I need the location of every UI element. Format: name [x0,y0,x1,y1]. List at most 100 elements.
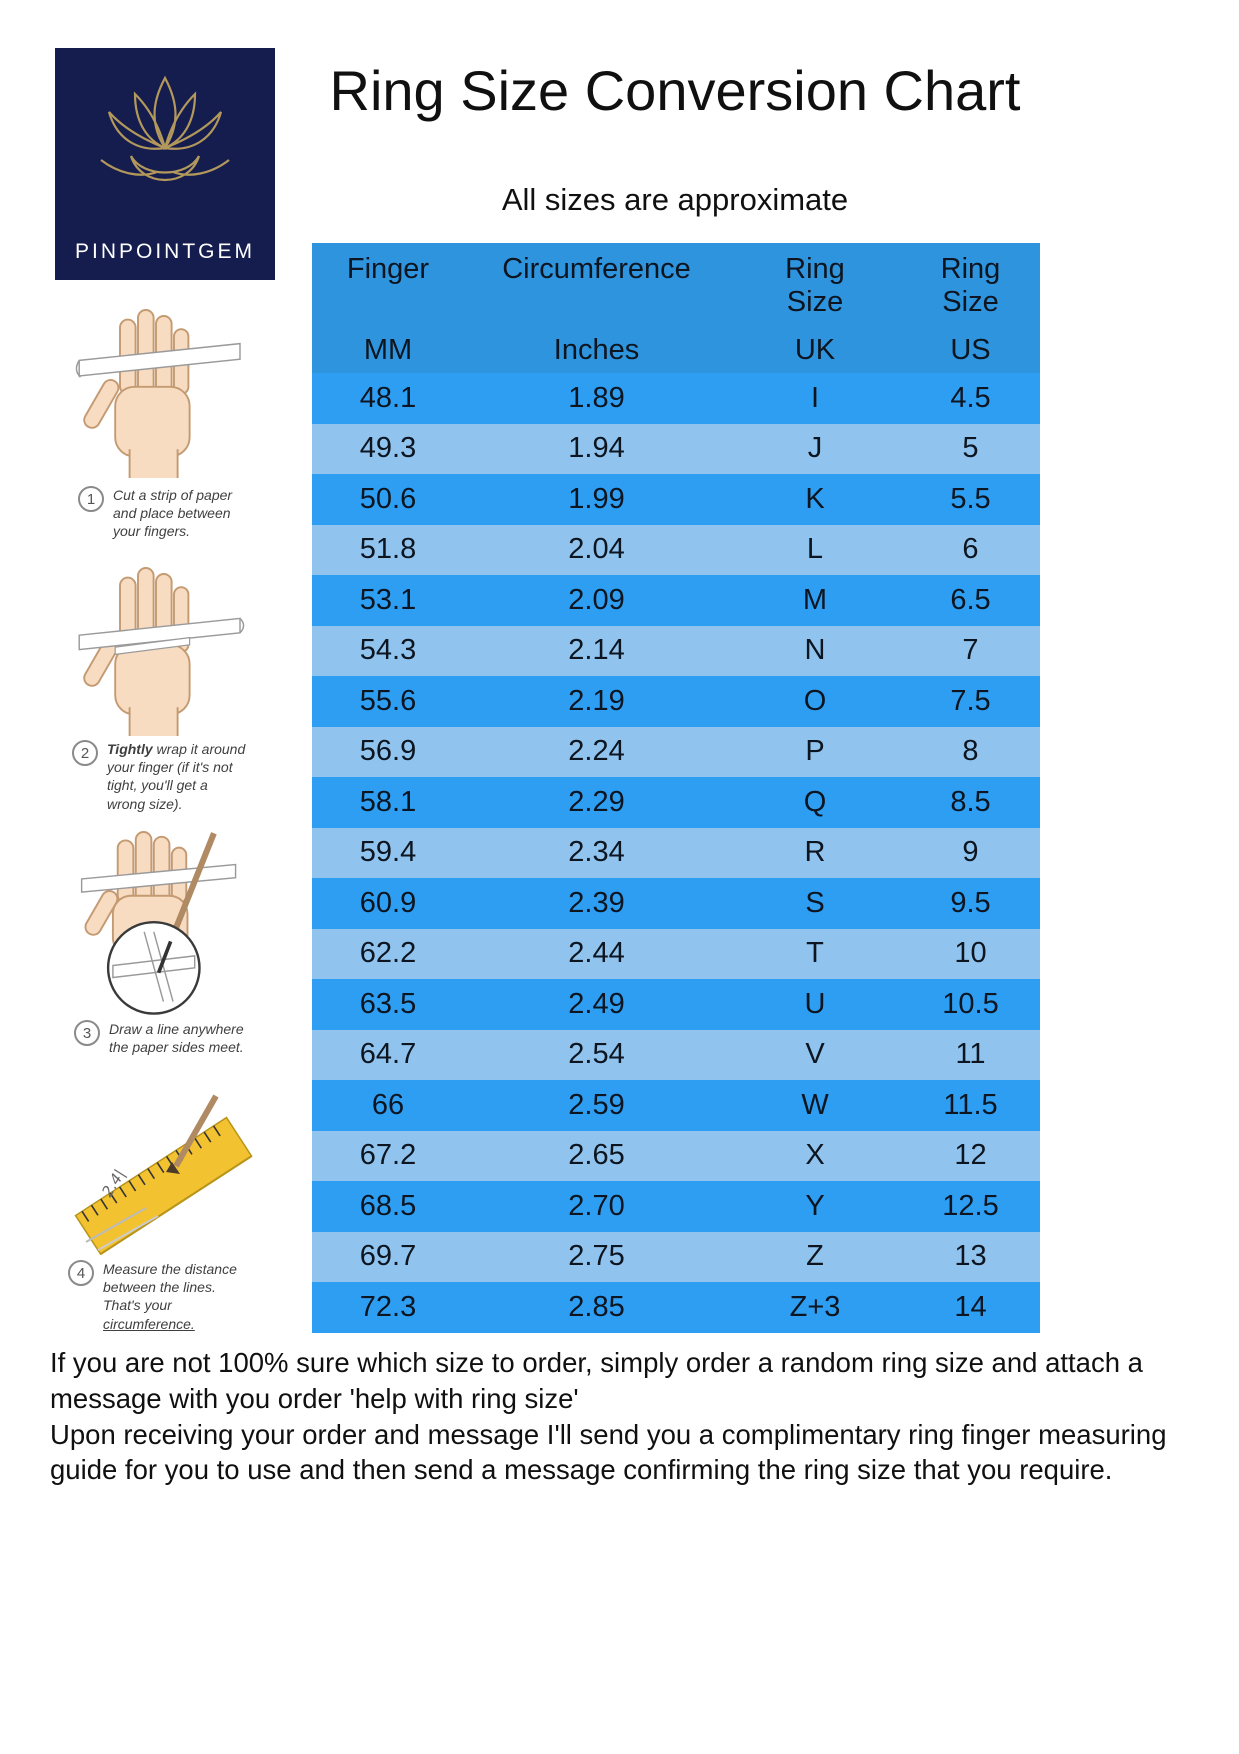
step-caption-underline: circumference. [103,1315,195,1332]
step-caption-text: Measure the distance between the lines. … [103,1261,237,1314]
table-cell: 10 [954,937,987,970]
table-cell: 67.2 [359,1139,417,1172]
table-cell: T [806,937,824,970]
table-cell: Y [805,1189,825,1222]
step-3: 3 Draw a line anywhere the paper sides m… [74,1020,269,1056]
column-header-unit: Inches [553,334,640,366]
table-cell: 6 [962,533,979,566]
table-cell: 69.7 [359,1240,417,1273]
table-cell: 54.3 [359,634,417,667]
table-cell: 66 [371,1088,405,1121]
step-4: 4 Measure the distance between the lines… [68,1260,263,1333]
column-header-unit: US [950,334,991,366]
step-caption-text: Draw a line anywhere the paper sides mee… [109,1021,244,1056]
table-row: 54.3 2.14 N 7 [312,625,1040,676]
table-cell: V [805,1038,825,1071]
table-cell: 2.75 [568,1240,625,1273]
table-cell: 2.14 [568,634,625,667]
table-cell: 2.44 [568,937,625,970]
table-cell: 2.85 [568,1290,625,1323]
table-cell: 2.54 [568,1038,625,1071]
step-caption: Cut a strip of paper and place between y… [113,486,253,541]
ruler-step4-illustration: 2.4| [74,1094,253,1255]
table-cell: 2.59 [568,1088,625,1121]
table-cell: 2.65 [568,1139,625,1172]
table-cell: 7.5 [950,684,991,717]
step-caption: Tightly wrap it around your finger (if i… [107,740,247,813]
table-cell: 2.09 [568,583,625,616]
table-cell: 2.29 [568,785,625,818]
hand-step2-illustration [78,567,245,736]
footer-line-1: If you are not 100% sure which size to o… [50,1347,1143,1414]
table-cell: 5 [962,432,979,465]
table-cell: 64.7 [359,1038,417,1071]
table-cell: 6.5 [950,583,991,616]
table-cell: Q [803,785,827,818]
table-cell: 48.1 [359,381,417,414]
column-header-label: Circumference [502,253,691,285]
table-cell: 56.9 [359,735,417,768]
table-header-row: Finger MM Circumference Inches Ring Size… [312,243,1040,373]
table-cell: 72.3 [359,1290,417,1323]
table-row: 58.1 2.29 Q 8.5 [312,777,1040,828]
step-number-badge: 2 [72,740,98,766]
table-cell: 1.94 [568,432,625,465]
table-row: 48.1 1.89 I 4.5 [312,373,1040,424]
table-row: 63.5 2.49 U 10.5 [312,979,1040,1030]
table-cell: 8 [962,735,979,768]
table-row: 53.1 2.09 M 6.5 [312,575,1040,626]
table-cell: 62.2 [359,937,417,970]
table-cell: I [810,381,820,414]
table-row: 64.7 2.54 V 11 [312,1029,1040,1080]
table-cell: 50.6 [359,482,417,515]
table-cell: J [807,432,823,465]
table-cell: 55.6 [359,684,417,717]
column-header-unit: UK [794,334,836,366]
step-caption: Measure the distance between the lines. … [103,1260,243,1333]
column-header-unit: MM [363,334,413,366]
table-cell: K [805,482,825,515]
table-cell: 7 [962,634,979,667]
column-header-ring-size-us: Ring Size US [901,243,1040,373]
table-cell: 5.5 [950,482,991,515]
table-row: 50.6 1.99 K 5.5 [312,474,1040,525]
table-cell: 60.9 [359,886,417,919]
step-caption-text: Cut a strip of paper and place between y… [113,487,233,540]
table-row: 62.2 2.44 T 10 [312,928,1040,979]
step-number-badge: 4 [68,1260,94,1286]
table-cell: 9 [962,836,979,869]
step-number-badge: 1 [78,486,104,512]
table-cell: Z [806,1240,824,1273]
page-subtitle: All sizes are approximate [501,182,849,217]
table-row: 55.6 2.19 O 7.5 [312,676,1040,727]
column-header-label: Finger [346,253,430,285]
table-cell: O [803,684,827,717]
column-header-finger-mm: Finger MM [312,243,464,373]
table-row: 49.3 1.94 J 5 [312,423,1040,474]
table-cell: 4.5 [950,381,991,414]
table-row: 59.4 2.34 R 9 [312,827,1040,878]
step-caption-bold: Tightly [107,741,153,757]
table-cell: P [805,735,825,768]
footer-line-2: Upon receiving your order and message I'… [50,1418,1167,1486]
table-cell: U [804,987,826,1020]
table-cell: 68.5 [359,1189,417,1222]
table-row: 72.3 2.85 Z+3 14 [312,1282,1040,1333]
lotus-icon [100,75,230,181]
table-cell: 2.70 [568,1189,625,1222]
table-row: 56.9 2.24 P 8 [312,726,1040,777]
brand-logo: PINPOINTGEM [55,48,275,280]
table-row: 68.5 2.70 Y 12.5 [312,1181,1040,1232]
hand-step1-illustration [75,309,241,478]
table-cell: 53.1 [359,583,417,616]
column-header-label: Ring Size [940,253,1001,319]
page-title: Ring Size Conversion Chart [329,59,1021,122]
table-cell: 13 [954,1240,987,1273]
step-1: 1 Cut a strip of paper and place between… [78,486,273,541]
step-caption-text: wrap it around your finger (if it's not … [107,741,246,812]
table-cell: 9.5 [950,886,991,919]
table-cell: 51.8 [359,533,417,566]
table-row: 67.2 2.65 X 12 [312,1130,1040,1181]
table-cell: 63.5 [359,987,417,1020]
